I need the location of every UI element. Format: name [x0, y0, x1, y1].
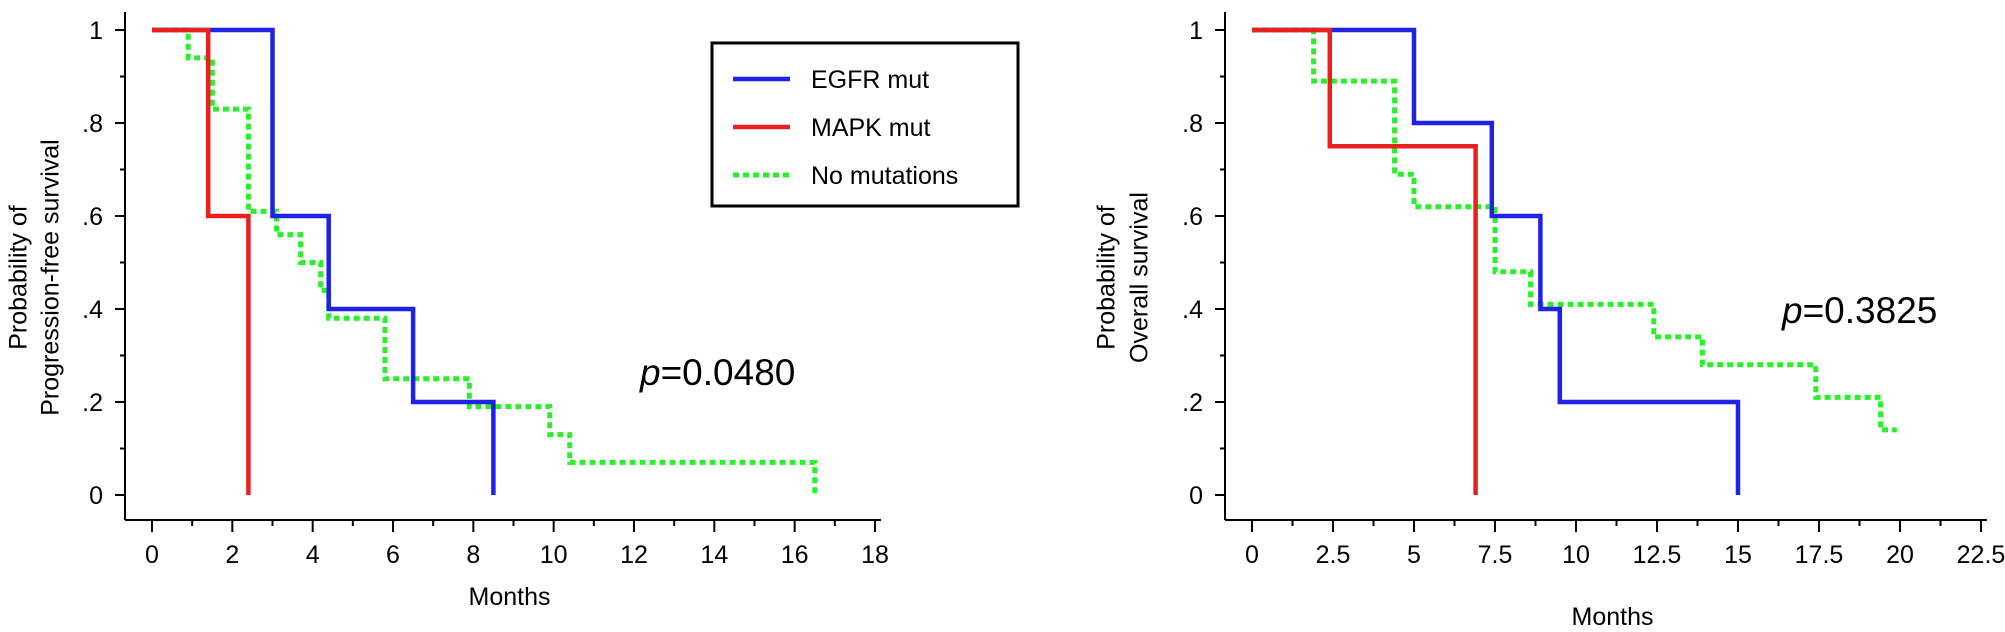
- panel-1: 0.2.4.6.810 2 4 6 8 10 12 14 16 18MonthsProbabili…: [5, 12, 1020, 611]
- x-tick-label: 6: [386, 541, 400, 569]
- y-tick-label: .6: [82, 203, 103, 231]
- x-tick-label: 12: [620, 541, 648, 569]
- x-tick-label: 12.5: [1633, 541, 1682, 569]
- x-tick-label: 10: [540, 541, 568, 569]
- x-tick-label: 0: [1245, 541, 1259, 569]
- y-tick-label: 0: [1189, 482, 1203, 510]
- x-tick-label: 4: [306, 541, 320, 569]
- y-tick-label: .4: [82, 296, 103, 324]
- x-tick-label: 2: [225, 541, 239, 569]
- y-tick-label: 0: [89, 482, 103, 510]
- p-value-annotation: p=0.3825: [1781, 290, 1937, 331]
- y-tick-label: 1: [1189, 17, 1203, 45]
- y-axis-label-line2: Overall survival: [1126, 192, 1154, 363]
- y-tick-label: .6: [1182, 203, 1203, 231]
- y-axis-label-line2: Progression-free survival: [37, 139, 65, 416]
- series-line-no-mutations: [1252, 27, 1897, 433]
- p-value-prefix: p: [639, 352, 661, 393]
- x-tick-label: 8: [466, 541, 480, 569]
- x-tick-label: 2.5: [1316, 541, 1351, 569]
- x-tick-label: 17.5: [1795, 541, 1844, 569]
- p-value-prefix: p: [1781, 290, 1803, 331]
- series-line-egfr-mut: [152, 27, 496, 495]
- p-value-number: =0.3825: [1803, 290, 1938, 331]
- y-tick-label: .2: [1182, 389, 1203, 417]
- legend-box: [710, 41, 1020, 208]
- legend-label: No mutations: [811, 162, 958, 190]
- y-axis-label-line1: Probability of: [1093, 205, 1121, 350]
- y-tick-label: .4: [1182, 296, 1203, 324]
- y-axis-label-line1: Probability of: [5, 205, 33, 350]
- legend-label: MAPK mut: [811, 114, 931, 142]
- panel-2: 0.2.4.6.810 2.5 5 7.5 10 12.5 15 17.5 20 22.5Mont…: [1093, 12, 2005, 631]
- y-tick-label: .8: [82, 110, 103, 138]
- series-line-mapk-mut: [1252, 27, 1478, 495]
- legend: EGFR mut MAPK mut No mutations: [710, 41, 1020, 208]
- x-tick-label: 10: [1562, 541, 1590, 569]
- p-value-number: =0.0480: [661, 352, 796, 393]
- x-tick-label: 5: [1407, 541, 1421, 569]
- x-axis-label: Months: [1572, 603, 1654, 631]
- series-line-egfr-mut: [1252, 27, 1741, 495]
- legend-label: EGFR mut: [811, 66, 929, 94]
- x-tick-label: 14: [700, 541, 728, 569]
- x-tick-label: 22.5: [1957, 541, 2005, 569]
- x-tick-label: 15: [1724, 541, 1752, 569]
- series-line-no-mutations: [152, 27, 818, 495]
- x-tick-label: 18: [861, 541, 889, 569]
- y-tick-label: 1: [89, 17, 103, 45]
- y-tick-label: .2: [82, 389, 103, 417]
- x-tick-label: 20: [1886, 541, 1914, 569]
- p-value-annotation: p=0.0480: [639, 352, 795, 393]
- x-tick-label: 0: [145, 541, 159, 569]
- x-tick-label: 16: [781, 541, 809, 569]
- x-tick-label: 7.5: [1478, 541, 1513, 569]
- y-tick-label: .8: [1182, 110, 1203, 138]
- series-line-mapk-mut: [152, 27, 251, 495]
- x-axis-label: Months: [469, 583, 551, 611]
